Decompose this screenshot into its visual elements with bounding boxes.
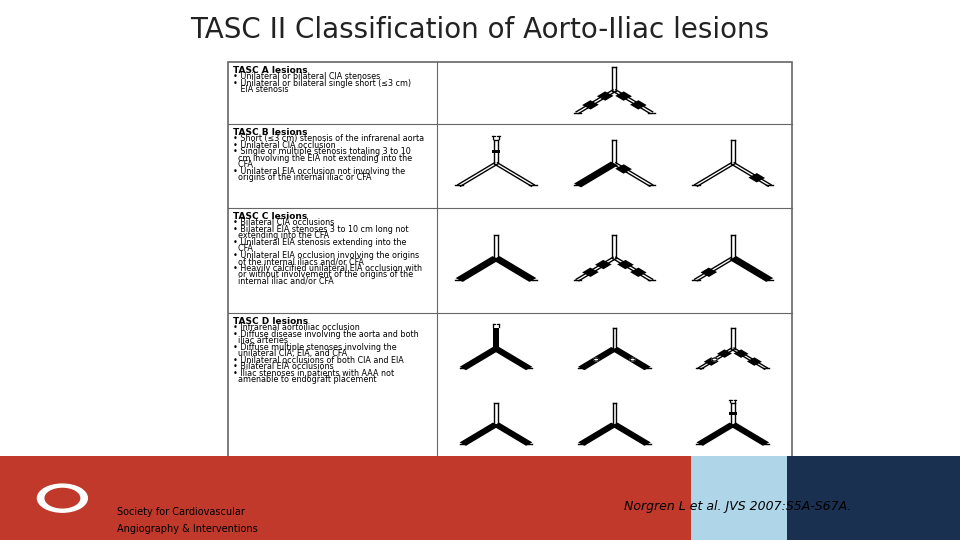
Text: • Bilateral EIA occlusions: • Bilateral EIA occlusions: [233, 362, 334, 372]
Polygon shape: [747, 357, 762, 366]
Text: • Single or multiple stenosis totaling 3 to 10: • Single or multiple stenosis totaling 3…: [233, 147, 411, 157]
Polygon shape: [696, 423, 736, 446]
Text: CFA: CFA: [233, 160, 253, 170]
Polygon shape: [717, 349, 732, 358]
Text: SCA: SCA: [165, 469, 227, 497]
Text: • Heavily calcified unilateral EIA occlusion with: • Heavily calcified unilateral EIA occlu…: [233, 264, 422, 273]
Text: • Diffuse multiple stenoses involving the: • Diffuse multiple stenoses involving th…: [233, 343, 396, 352]
Polygon shape: [492, 256, 537, 282]
Polygon shape: [617, 260, 634, 269]
Text: • Unilateral or bilateral single short (≤3 cm): • Unilateral or bilateral single short (…: [233, 79, 412, 88]
Text: CFA: CFA: [233, 244, 253, 253]
Polygon shape: [597, 91, 613, 101]
Text: origins of the internal iliac or CFA: origins of the internal iliac or CFA: [233, 173, 372, 183]
Polygon shape: [456, 256, 499, 282]
Polygon shape: [630, 268, 647, 277]
Text: • Iliac stenoses in patients with AAA not: • Iliac stenoses in patients with AAA no…: [233, 369, 395, 378]
Polygon shape: [582, 100, 599, 110]
Text: iliac arteries: iliac arteries: [233, 336, 288, 346]
Text: TASC A lesions: TASC A lesions: [233, 66, 308, 75]
Bar: [0, 456, 960, 540]
Text: of the internal iliacs and/or CFA: of the internal iliacs and/or CFA: [233, 257, 364, 266]
Text: internal iliac and/or CFA: internal iliac and/or CFA: [233, 276, 334, 286]
Polygon shape: [492, 423, 533, 446]
Text: Society for Cardiovascular: Society for Cardiovascular: [117, 508, 245, 517]
Text: Angiography & Interventions: Angiography & Interventions: [117, 524, 258, 534]
Text: • Unilateral EIA occlusion not involving the: • Unilateral EIA occlusion not involving…: [233, 167, 405, 176]
Circle shape: [24, 476, 101, 519]
Text: TASC B lesions: TASC B lesions: [233, 128, 308, 137]
Polygon shape: [733, 349, 749, 358]
Text: • Unilateral EIA occlusion involving the origins: • Unilateral EIA occlusion involving the…: [233, 251, 420, 260]
Polygon shape: [492, 347, 533, 370]
Polygon shape: [630, 100, 647, 110]
Circle shape: [37, 484, 87, 512]
Text: or without involvement of the origins of the: or without involvement of the origins of…: [233, 270, 414, 279]
Polygon shape: [578, 423, 617, 446]
Polygon shape: [749, 173, 765, 183]
Text: TASC C lesions: TASC C lesions: [233, 212, 307, 221]
Text: extending into the CFA: extending into the CFA: [233, 231, 329, 240]
Text: Norgren L et al. JVS 2007:S5A-S67A.: Norgren L et al. JVS 2007:S5A-S67A.: [624, 500, 852, 513]
Bar: [691, 456, 802, 540]
Text: cm involving the EIA not extending into the: cm involving the EIA not extending into …: [233, 154, 413, 163]
Bar: [787, 456, 960, 540]
Polygon shape: [574, 161, 618, 187]
Text: EIA stenosis: EIA stenosis: [233, 85, 289, 94]
Polygon shape: [612, 347, 651, 370]
Text: unilateral CIA, EIA, and CFA: unilateral CIA, EIA, and CFA: [233, 349, 348, 359]
Polygon shape: [595, 260, 612, 269]
Text: TASC D lesions: TASC D lesions: [233, 317, 308, 326]
Text: TASC II Classification of Aorto-Iliac lesions: TASC II Classification of Aorto-Iliac le…: [190, 16, 770, 44]
Polygon shape: [460, 423, 499, 446]
Polygon shape: [730, 423, 769, 446]
Text: amenable to endograft placement: amenable to endograft placement: [233, 375, 376, 384]
Polygon shape: [615, 91, 632, 101]
Text: • Unilateral or bilateral CIA stenoses: • Unilateral or bilateral CIA stenoses: [233, 72, 380, 82]
Text: • Diffuse disease involving the aorta and both: • Diffuse disease involving the aorta an…: [233, 330, 419, 339]
Circle shape: [45, 488, 80, 508]
Polygon shape: [460, 347, 499, 370]
Circle shape: [630, 358, 636, 361]
Text: • Unilateral occlusions of both CIA and EIA: • Unilateral occlusions of both CIA and …: [233, 356, 404, 365]
Polygon shape: [582, 268, 599, 277]
Polygon shape: [612, 423, 651, 446]
Circle shape: [593, 358, 599, 361]
Polygon shape: [701, 268, 717, 277]
Polygon shape: [615, 164, 632, 174]
Text: • Short (≤3 cm) stenosis of the infrarenal aorta: • Short (≤3 cm) stenosis of the infraren…: [233, 134, 424, 144]
Bar: [492, 328, 499, 349]
Polygon shape: [578, 347, 617, 370]
Circle shape: [712, 358, 717, 361]
Text: • Infrarenal aortoiliac occlusion: • Infrarenal aortoiliac occlusion: [233, 323, 360, 333]
Bar: [228, 62, 792, 464]
Text: • Bilateral EIA stenoses 3 to 10 cm long not: • Bilateral EIA stenoses 3 to 10 cm long…: [233, 225, 409, 234]
Text: • Bilateral CIA occlusions: • Bilateral CIA occlusions: [233, 218, 334, 227]
Bar: [729, 413, 736, 415]
Polygon shape: [730, 256, 773, 282]
Text: • Unilateral EIA stenosis extending into the: • Unilateral EIA stenosis extending into…: [233, 238, 407, 247]
Text: • Unilateral CIA occlusion: • Unilateral CIA occlusion: [233, 141, 336, 150]
Bar: [492, 150, 500, 153]
Polygon shape: [704, 357, 719, 366]
